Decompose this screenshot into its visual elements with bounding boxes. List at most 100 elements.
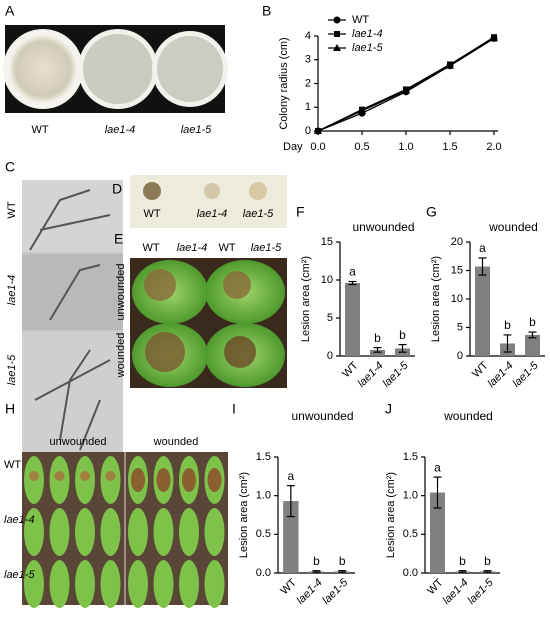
x-tick-label: WT: [470, 359, 491, 380]
x-tick-label: lae1-5: [466, 576, 497, 607]
annotation: b: [484, 554, 491, 568]
y-tick-label: 1.0: [403, 490, 418, 502]
photo-label: WT: [218, 242, 235, 254]
annotation: b: [313, 554, 320, 568]
x-tick-label: lae1-4: [486, 360, 516, 390]
bar: [283, 501, 299, 573]
y-axis-label: Lesion area (cm²): [430, 256, 442, 342]
photo-label: lae1-4: [6, 275, 18, 306]
marker: [358, 106, 366, 114]
photo-label: lae1-4: [4, 514, 35, 526]
y-tick-label: 2: [305, 77, 311, 89]
marker: [446, 61, 454, 69]
leaf: [75, 560, 95, 608]
panel-label: C: [5, 159, 15, 175]
annotation: b: [459, 554, 466, 568]
y-tick-label: 0.5: [403, 528, 418, 540]
series-line: [317, 37, 495, 132]
y-tick-label: 5: [327, 312, 333, 324]
y-axis-label: Lesion area (cm²): [300, 256, 312, 342]
bar: [370, 349, 385, 356]
legend-label: lae1-4: [352, 28, 383, 40]
annotation: b: [399, 328, 406, 342]
leaf: [100, 560, 121, 608]
y-tick-label: 0: [457, 350, 463, 362]
x-tick-label: lae1-4: [295, 577, 325, 607]
legend-label: lae1-5: [352, 42, 383, 54]
lesion: [29, 471, 39, 481]
x-tick-label: WT: [278, 576, 299, 597]
leaf: [49, 508, 70, 556]
y-axis-label: Lesion area (cm²): [385, 472, 397, 558]
x-tick-label: 0.5: [354, 141, 369, 153]
legend-marker: [333, 44, 341, 51]
photo-label: lae1-4: [197, 208, 228, 220]
leaf: [204, 560, 225, 608]
y-axis-label: Colony radius (cm): [278, 37, 290, 129]
legend-marker: [334, 31, 340, 37]
y-tick-label: 10: [321, 274, 333, 286]
panel-label: I: [232, 401, 236, 417]
series-line: [317, 37, 495, 132]
annotation: a: [479, 241, 486, 255]
y-tick-label: 20: [451, 236, 463, 248]
x-tick-label: 0.0: [310, 141, 325, 153]
y-tick-label: 1.5: [403, 451, 418, 463]
bar: [525, 334, 540, 356]
photo-a: [3, 25, 228, 113]
annotation: b: [529, 315, 536, 329]
y-tick-label: 5: [457, 321, 463, 333]
chart-title: wounded: [488, 220, 538, 234]
x-tick-label: 2.0: [486, 141, 501, 153]
leaf: [179, 508, 199, 556]
photo-label: WT: [4, 459, 21, 471]
y-axis-label: Lesion area (cm²): [238, 472, 250, 558]
photo-label: WT: [142, 242, 159, 254]
chart-title: unwounded: [352, 220, 414, 234]
lesion: [156, 468, 171, 492]
x-tick-label: lae1-5: [381, 359, 412, 390]
y-tick-label: 0.0: [256, 567, 271, 579]
legend-label: WT: [352, 14, 369, 26]
panel-label: J: [385, 401, 392, 417]
bar: [430, 492, 445, 573]
photo-label: lae1-4: [177, 242, 208, 254]
bar: [475, 266, 490, 356]
photo-label: WT: [6, 201, 18, 218]
x-axis-label: Day: [283, 141, 303, 153]
leaf: [128, 508, 148, 556]
leaf: [49, 560, 70, 608]
photo-label: lae1-4: [105, 124, 136, 136]
x-tick-label: lae1-4: [356, 360, 386, 390]
marker: [314, 127, 322, 134]
photo-label: unwounded: [115, 264, 127, 321]
leaf: [204, 508, 225, 556]
leaf: [24, 560, 44, 608]
annotation: a: [287, 469, 294, 483]
leaf: [24, 508, 44, 556]
lesion: [131, 468, 145, 492]
lesion: [54, 471, 65, 481]
x-tick-label: lae1-5: [511, 359, 542, 390]
y-tick-label: 0.0: [403, 567, 418, 579]
annotation: b: [504, 318, 511, 332]
y-tick-label: 1.0: [256, 490, 271, 502]
annotation: a: [349, 265, 356, 279]
panel-label: H: [5, 401, 15, 417]
photo-c: [22, 180, 123, 460]
x-tick-label: 1.0: [398, 141, 413, 153]
photo-label: lae1-5: [4, 569, 35, 581]
y-tick-label: 0: [305, 125, 311, 137]
legend-marker: [333, 16, 341, 24]
leaf: [179, 560, 199, 608]
chart-title: unwounded: [291, 409, 353, 423]
series-line: [317, 36, 495, 132]
lesion: [182, 468, 196, 492]
y-tick-label: 15: [321, 236, 333, 248]
x-tick-label: WT: [340, 359, 361, 380]
leaf: [128, 560, 148, 608]
leaf: [153, 560, 174, 608]
photo-label: WT: [31, 124, 48, 136]
panel-label: E: [114, 231, 123, 247]
